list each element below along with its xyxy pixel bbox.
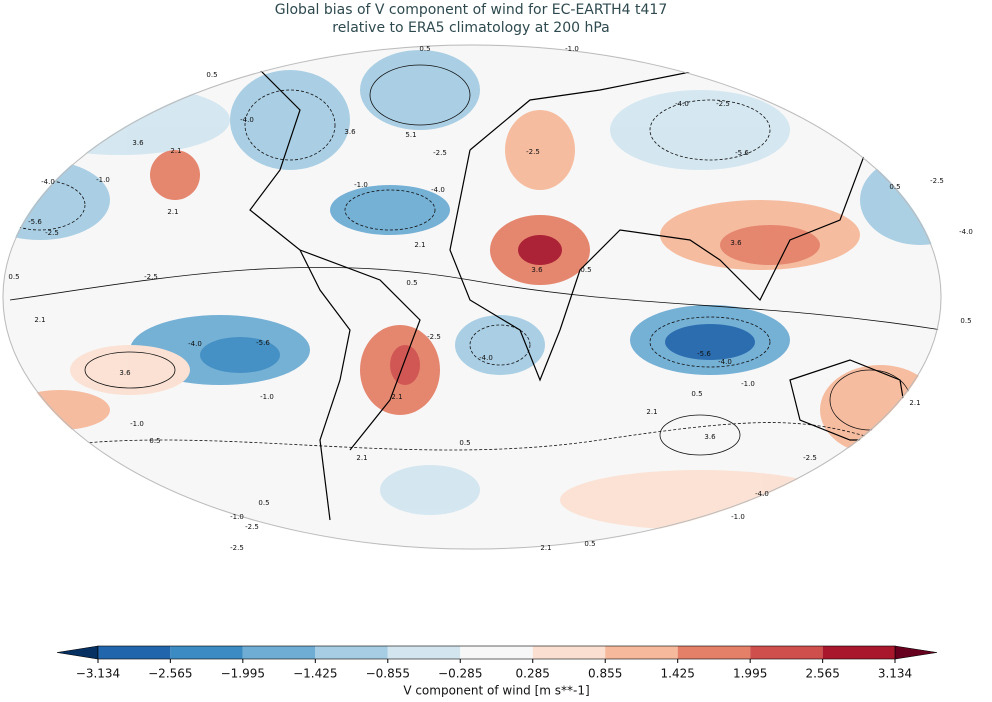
colorbar-bin — [750, 646, 823, 659]
contour-label: 2.1 — [34, 316, 45, 324]
contour-label: 0.5 — [889, 183, 900, 191]
contour-label: -4.0 — [718, 358, 732, 366]
contour-label: -2.5 — [144, 273, 158, 281]
contour-label: -4.0 — [188, 340, 202, 348]
contour-label: 3.6 — [132, 139, 144, 147]
contour-label: -4.0 — [41, 178, 55, 186]
contour-label: 2.1 — [167, 208, 178, 216]
contour-label: -1.0 — [354, 181, 368, 189]
colorbar-tick-label: −1.425 — [293, 667, 337, 681]
colorbar-bin — [98, 646, 171, 659]
contour-label: 0.5 — [580, 266, 591, 274]
contour-label: 2.1 — [391, 393, 402, 401]
contour-label: -2.5 — [526, 148, 540, 156]
contour-label: -2.5 — [716, 100, 730, 108]
contour-label: -5.6 — [697, 350, 711, 358]
colorbar-bin — [170, 646, 243, 659]
colorbar-tick-label: 2.565 — [805, 667, 839, 681]
contour-labels: 0.5 -1.00.5-4.03.62.13.6 5.1-2.5-1.0-4.0-2… — [8, 45, 972, 552]
contour-label: 0.5 — [206, 71, 217, 79]
contour-label: 2.1 — [646, 408, 657, 416]
contour-label: -4.0 — [959, 228, 973, 236]
contour-label: 0.5 — [459, 439, 470, 447]
contour-label: -4.0 — [431, 186, 445, 194]
contour-label: 5.1 — [405, 131, 416, 139]
contour-label: -2.5 — [930, 177, 944, 185]
contour-label: -4.0 — [479, 354, 493, 362]
colorbar-bin — [242, 646, 316, 659]
contour-label: 2.1 — [170, 147, 181, 155]
contour-label: -2.5 — [245, 523, 259, 531]
contour-label: -2.5 — [45, 229, 59, 237]
contour-label: 0.5 — [691, 390, 702, 398]
colorbar-bin — [822, 646, 895, 659]
contour-label: -1.0 — [130, 420, 144, 428]
colorbar: −3.134 −2.565 −1.995 −1.425 −0.855 −0.285 0.28… — [56, 645, 938, 698]
title-line: Global bias of V component of wind for E… — [275, 2, 667, 18]
colorbar-tick-label: −2.565 — [148, 667, 192, 681]
contour-label: 3.6 — [730, 239, 742, 247]
contour-label: 2.1 — [909, 399, 920, 407]
contour-label: 3.6 — [119, 369, 131, 377]
colorbar-tick-label: 1.995 — [733, 667, 767, 681]
colorbar-label: V component of wind [m s**-1] — [403, 684, 589, 698]
colorbar-tick-label: 0.285 — [516, 667, 550, 681]
contour-label: -5.6 — [28, 218, 42, 226]
colorbar-tick-label: −0.855 — [366, 667, 410, 681]
contour-label: 0.5 — [584, 540, 595, 548]
colorbar-tick-label: −3.134 — [76, 667, 120, 681]
colorbar-tick-label: 0.855 — [588, 667, 622, 681]
colorbar-tick-label: −0.285 — [438, 667, 482, 681]
contour-label: 3.6 — [344, 128, 356, 136]
contour-label: -4.0 — [240, 116, 254, 124]
colorbar-bin — [605, 646, 678, 659]
contour-label: -5.6 — [735, 149, 749, 157]
contour-label: -2.5 — [433, 149, 447, 157]
colorbar-frame — [97, 645, 896, 660]
contour-label: -1.0 — [741, 380, 755, 388]
colorbar-bin — [387, 646, 461, 659]
contour-label: -1.0 — [565, 45, 579, 53]
contour-label: 2.1 — [540, 544, 551, 552]
contour-label: 0.5 — [149, 437, 160, 445]
colorbar-bin — [460, 646, 533, 659]
colorbar-tick-label: 1.425 — [661, 667, 695, 681]
contour-label: 0.5 — [419, 45, 430, 53]
contour-label: -1.0 — [260, 393, 274, 401]
contour-label: 2.1 — [414, 241, 425, 249]
contour-label: -1.0 — [96, 176, 110, 184]
contour-label: -5.6 — [256, 339, 270, 347]
contour-label: -2.5 — [427, 333, 441, 341]
contour-label: 0.5 — [258, 499, 269, 507]
colorbar-bin — [677, 646, 751, 659]
contour-label: -4.0 — [755, 490, 769, 498]
map-field — [2, 44, 942, 550]
colorbar-tick-label: 3.134 — [878, 667, 912, 681]
colorbar-extend-low — [56, 645, 99, 660]
contour-label: 0.5 — [406, 279, 417, 287]
title-line: relative to ERA5 climatology at 200 hPa — [332, 20, 609, 36]
contour-label: 0.5 — [960, 317, 971, 325]
contour-label: 0.5 — [8, 273, 19, 281]
colorbar-tick-label: −1.995 — [221, 667, 265, 681]
colorbar-bin — [532, 646, 606, 659]
contour-label: 2.1 — [356, 454, 367, 462]
contour-label: -1.0 — [230, 513, 244, 521]
colorbar-bin — [315, 646, 388, 659]
contour-label: 3.6 — [531, 266, 543, 274]
contour-label: -1.0 — [731, 513, 745, 521]
contour-label: 3.6 — [704, 433, 716, 441]
contour-label: -2.5 — [803, 454, 817, 462]
colorbar-extend-high — [894, 645, 938, 660]
contour-label: -4.0 — [675, 100, 689, 108]
contour-label: -2.5 — [230, 544, 244, 552]
